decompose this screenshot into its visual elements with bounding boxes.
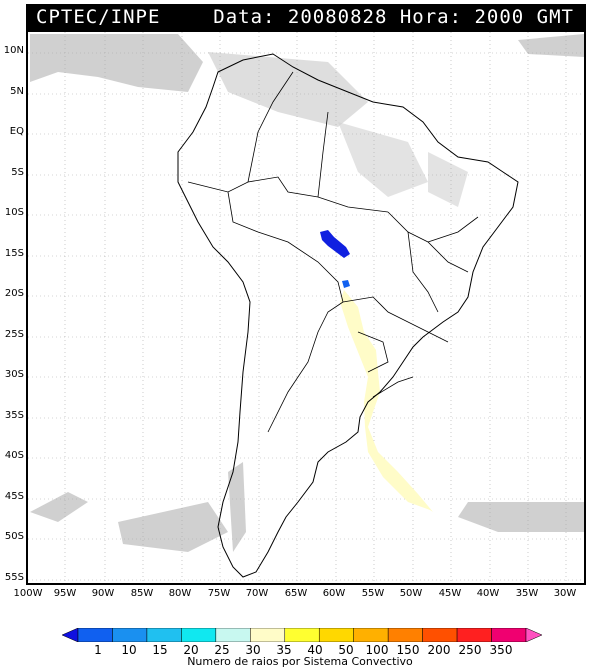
lon-label: 30W (553, 588, 577, 599)
colorbar-swatch (284, 628, 320, 642)
datetime-title: Data: 20080828 Hora: 2000 GMT (213, 6, 574, 28)
colorbar-swatch (62, 628, 79, 642)
colorbar-tick: 35 (276, 643, 292, 657)
map-canvas (28, 32, 584, 583)
lon-label: 85W (130, 588, 154, 599)
lat-label: 5N (10, 86, 24, 97)
lat-label: 10N (3, 45, 24, 56)
lat-label: 10S (4, 207, 24, 218)
org-title: CPTEC/INPE (36, 6, 161, 28)
title-bar: CPTEC/INPE Data: 20080828 Hora: 2000 GMT (26, 4, 586, 30)
map-panel (26, 30, 586, 585)
lon-label: 65W (284, 588, 308, 599)
colorbar-tick: 25 (214, 643, 230, 657)
colorbar-swatch (525, 628, 542, 642)
colorbar-swatch (181, 628, 217, 642)
colorbar-swatch (146, 628, 182, 642)
lon-label: 80W (168, 588, 192, 599)
lat-label: 5S (11, 167, 24, 178)
lat-label: 35S (4, 410, 24, 421)
lon-label: 75W (207, 588, 231, 599)
colorbar-tick: 100 (365, 643, 389, 657)
colorbar-swatch (250, 628, 286, 642)
colorbar-swatch (318, 628, 354, 642)
lon-label: 45W (438, 588, 462, 599)
lat-label: 20S (4, 288, 24, 299)
lon-label: 35W (515, 588, 539, 599)
lat-label: 40S (4, 450, 24, 461)
lat-label: EQ (9, 126, 24, 137)
colorbar-swatch (77, 628, 113, 642)
colorbar-swatch (422, 628, 458, 642)
colorbar-swatch (112, 628, 148, 642)
lon-label: 70W (245, 588, 269, 599)
lon-label: 100W (13, 588, 43, 599)
colorbar-tick: 1 (94, 643, 102, 657)
lat-label: 55S (4, 572, 24, 583)
lon-label: 90W (91, 588, 115, 599)
colorbar-tick: 10 (121, 643, 137, 657)
colorbar-tick: 30 (245, 643, 261, 657)
lat-label: 50S (4, 531, 24, 542)
country-borders (187, 71, 479, 433)
colorbar-tick: 150 (396, 643, 420, 657)
colorbar-caption: Numero de raios por Sistema Convectivo (187, 655, 413, 668)
lat-label: 15S (4, 248, 24, 259)
colorbar-swatch (491, 628, 527, 642)
colorbar-swatch (456, 628, 492, 642)
colorbar-swatch (353, 628, 389, 642)
colorbar-tick: 20 (183, 643, 199, 657)
colorbar-tick: 15 (152, 643, 168, 657)
lon-label: 95W (53, 588, 77, 599)
colorbar-swatch (215, 628, 251, 642)
lat-label: 30S (4, 369, 24, 380)
convective-system-pantanal (342, 280, 350, 288)
lat-label: 45S (4, 491, 24, 502)
south-america-coastline (177, 53, 519, 578)
lat-label: 25S (4, 329, 24, 340)
lon-label: 50W (399, 588, 423, 599)
colorbar (62, 628, 542, 642)
cloud-cover (30, 34, 584, 552)
graticule (28, 32, 584, 583)
colorbar-tick: 40 (307, 643, 323, 657)
colorbar-tick: 200 (427, 643, 451, 657)
colorbar-swatch (387, 628, 423, 642)
convective-band-southeast (340, 290, 433, 512)
lon-label: 55W (361, 588, 385, 599)
colorbar-tick: 350 (489, 643, 513, 657)
lon-label: 60W (322, 588, 346, 599)
colorbar-tick: 250 (458, 643, 482, 657)
colorbar-tick: 50 (338, 643, 354, 657)
convective-system-mato-grosso (320, 230, 350, 258)
lon-label: 40W (476, 588, 500, 599)
